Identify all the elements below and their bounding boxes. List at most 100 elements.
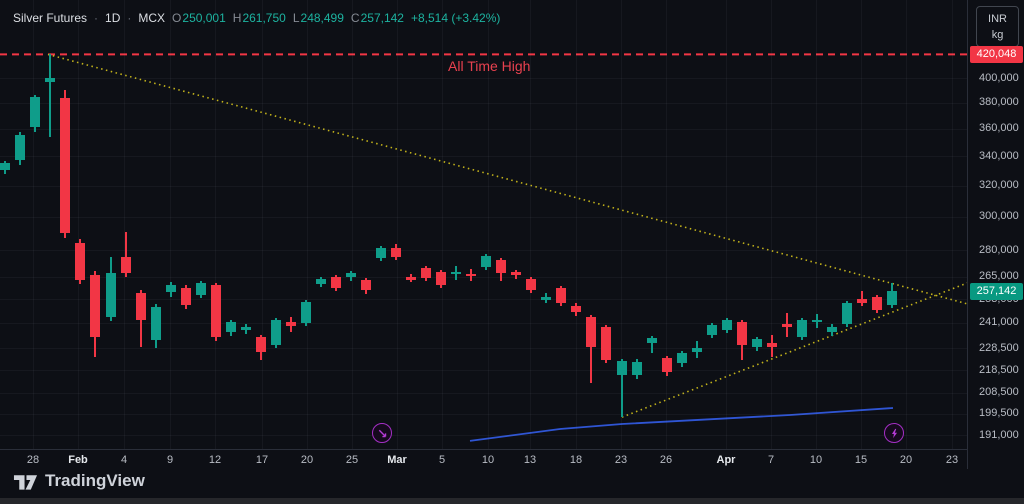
candle (647, 337, 657, 343)
high-value: H 261,750 (232, 11, 286, 25)
close-value: C 257,142 (350, 11, 404, 25)
grid-line-horizontal (0, 103, 967, 104)
candle (737, 322, 747, 346)
candle (692, 347, 702, 352)
candle (121, 257, 131, 273)
candle (301, 302, 311, 323)
grid-line-horizontal (0, 370, 967, 371)
time-tick-label: 5 (438, 454, 446, 466)
price-tick-label: 340,000 (979, 149, 1019, 162)
time-tick-label: 10 (809, 454, 823, 466)
candle (857, 299, 867, 304)
blue-support-line[interactable] (469, 407, 894, 442)
candle (0, 163, 10, 171)
candle-wick (861, 290, 863, 306)
grid-line-horizontal (0, 393, 967, 394)
price-tick-label: 360,000 (979, 122, 1019, 135)
price-pane[interactable]: Silver Futures · 1D · MCX O 250,001 H 261,… (0, 0, 967, 449)
candle (45, 78, 55, 82)
candle (60, 97, 70, 233)
bottom-bar: TradingView (0, 469, 1024, 504)
grid-line-vertical (621, 0, 622, 449)
grid-line-vertical (666, 0, 667, 449)
lightning-icon[interactable] (884, 423, 904, 443)
separator: · (94, 11, 99, 25)
grid-line-vertical (352, 0, 353, 449)
grid-line-vertical (442, 0, 443, 449)
candle (887, 291, 897, 305)
time-tick-label: 4 (120, 454, 128, 466)
candle (812, 319, 822, 322)
price-axis[interactable]: INR kg 420,048 257,142 400,000 380,000 360… (967, 0, 1024, 469)
candle (421, 268, 431, 278)
chart-overlay (0, 53, 967, 442)
candle-wick (590, 314, 592, 383)
grid-line-horizontal (0, 217, 967, 218)
time-tick-label: 12 (208, 454, 222, 466)
candle (767, 342, 777, 347)
separator: · (127, 11, 132, 25)
candle (782, 323, 792, 327)
candle (827, 326, 837, 333)
time-tick-label: 17 (255, 454, 269, 466)
candle (511, 271, 521, 276)
bottom-strip (0, 498, 1024, 504)
time-tick-label: Mar (387, 454, 407, 466)
candle (481, 256, 491, 267)
grid-line-vertical (816, 0, 817, 449)
time-tick-label: Apr (716, 454, 736, 466)
candle (376, 248, 386, 259)
candle (241, 326, 251, 330)
candle (526, 278, 536, 290)
candle (136, 292, 146, 320)
price-tick-label: 199,500 (979, 407, 1019, 420)
time-tick-label: 23 (614, 454, 628, 466)
grid-line-horizontal (0, 78, 967, 79)
candle (752, 339, 762, 347)
candle (271, 319, 281, 346)
candle (211, 284, 221, 337)
candle (556, 287, 566, 304)
grid-line-vertical (906, 0, 907, 449)
candle (346, 272, 356, 278)
ascending-support-trendline[interactable] (621, 280, 967, 418)
candle (196, 282, 206, 295)
low-value: L 248,499 (292, 11, 344, 25)
candle (586, 316, 596, 347)
candle (707, 324, 717, 335)
time-tick-label: 23 (945, 454, 959, 466)
ohlc-legend: Silver Futures · 1D · MCX O 250,001 H 261,… (13, 11, 500, 25)
grid-line-vertical (215, 0, 216, 449)
time-axis[interactable]: 28 Feb 4 9 12 17 20 25 Mar 5 10 13 18 23 26 Apr 7 10 15 20 2… (0, 449, 967, 470)
grid-line-horizontal (0, 186, 967, 187)
tradingview-logo[interactable]: TradingView (13, 471, 145, 491)
candle (331, 277, 341, 288)
candle-wick (49, 54, 51, 137)
interval-label[interactable]: 1D (105, 11, 121, 25)
time-tick-label: 7 (767, 454, 775, 466)
grid-line-horizontal (0, 129, 967, 130)
grid-line-horizontal (0, 277, 967, 278)
all-time-high-label[interactable]: All Time High (448, 58, 531, 74)
ath-price-badge: 420,048 (970, 45, 1023, 63)
price-tick-label: 265,000 (979, 270, 1019, 283)
price-tick-label: 208,500 (979, 386, 1019, 399)
candle (722, 319, 732, 330)
price-tick-label: 280,000 (979, 243, 1019, 256)
candle (571, 305, 581, 312)
grid-line-vertical (488, 0, 489, 449)
grid-line-horizontal (0, 250, 967, 251)
time-tick-label: 10 (481, 454, 495, 466)
price-tick-label: 228,500 (979, 341, 1019, 354)
unit-box: INR kg (976, 6, 1019, 47)
last-price-badge: 257,142 (970, 282, 1023, 300)
candle (541, 296, 551, 300)
descending-resistance-trendline[interactable] (47, 53, 967, 306)
time-tick-label: 15 (854, 454, 868, 466)
split-arrow-icon[interactable] (372, 423, 392, 443)
time-tick-label: Feb (68, 454, 88, 466)
candle-wick (125, 231, 127, 277)
grid-line-horizontal (0, 435, 967, 436)
candle (75, 243, 85, 280)
